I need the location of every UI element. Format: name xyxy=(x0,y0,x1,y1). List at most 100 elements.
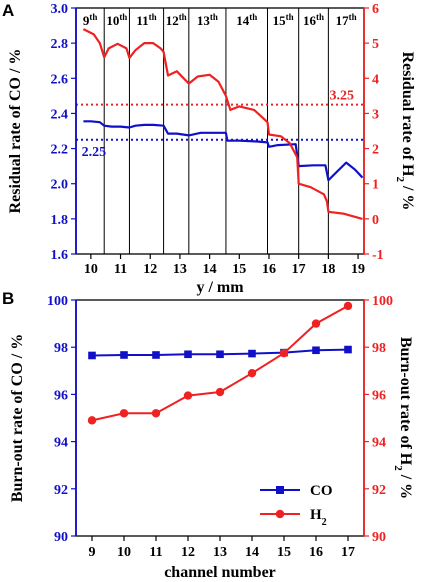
series-h2-point xyxy=(183,391,193,400)
panel-label-b: B xyxy=(2,289,14,308)
y-axis-left-label-b: Burn-out rate of CO / % xyxy=(9,334,26,502)
series-h2-point xyxy=(247,368,257,378)
x-tick-label-b: 16 xyxy=(309,545,323,560)
series-group-b xyxy=(87,301,353,425)
x-tick-label-b: 13 xyxy=(213,545,227,560)
x-tick-label-b: 14 xyxy=(245,545,259,560)
x-tick-label-a: 14 xyxy=(203,262,217,277)
region-superscript: th xyxy=(349,12,357,22)
x-tick-label-b: 9 xyxy=(89,545,96,560)
region-label-10: 10th xyxy=(106,12,127,28)
region-number: 13 xyxy=(197,13,211,28)
series-h2-line xyxy=(91,305,349,422)
axis-ticks-a: 10 11 12 13 14 15 16 17 18 191.61.82.02.22.42.62.… xyxy=(51,2,384,277)
y-right-tick-label-a: 0 xyxy=(372,213,379,228)
plot-frame-b xyxy=(75,299,365,537)
y-right-tick-label-a: 3 xyxy=(372,107,379,122)
y-right-tick-label-a: 2 xyxy=(372,143,379,158)
y-right-tick-label-b: 100 xyxy=(372,294,393,309)
region-number: 10 xyxy=(106,13,119,28)
x-tick-label-a: 17 xyxy=(292,262,306,277)
region-number: 12 xyxy=(166,13,179,28)
series-h2-point xyxy=(151,409,161,418)
region-label-15: 15th xyxy=(273,12,294,28)
region-superscript: th xyxy=(316,12,324,22)
series-co-point xyxy=(248,349,256,358)
y-left-tick-label-b: 90 xyxy=(54,530,68,545)
x-tick-label-b: 15 xyxy=(277,545,291,560)
x-tick-label-b: 11 xyxy=(149,545,162,560)
reference-lines: 3.25 2.25 xyxy=(76,89,364,160)
y-left-tick-label-a: 2.0 xyxy=(51,178,69,193)
region-superscript: th xyxy=(286,12,294,22)
x-tick-label-b: 12 xyxy=(181,545,195,560)
region-label-12: 12th xyxy=(166,12,187,28)
y-left-tick-label-a: 2.2 xyxy=(51,143,69,158)
y-left-tick-label-b: 98 xyxy=(54,341,68,356)
y-left-tick-label-a: 3.0 xyxy=(51,2,69,17)
y-right-tick-label-a: 1 xyxy=(372,178,379,193)
legend-co-label: CO xyxy=(310,483,333,499)
region-label-14: 14th xyxy=(236,12,257,28)
y-right-tick-label-a: 6 xyxy=(372,2,379,17)
x-tick-label-a: 19 xyxy=(351,262,365,277)
reference-label-co: 2.25 xyxy=(82,145,107,160)
x-tick-label-a: 16 xyxy=(262,262,276,277)
y-left-tick-label-a: 1.8 xyxy=(51,213,69,228)
x-tick-label-b: 17 xyxy=(341,545,355,560)
region-number: 16 xyxy=(303,13,317,28)
y-axis-right-label-b: Burn-out rate of H2 / % xyxy=(392,337,414,499)
x-axis-label-a: y / mm xyxy=(196,279,244,296)
series-h2-point xyxy=(119,409,129,418)
region-number: 14 xyxy=(236,13,250,28)
legend-co-marker xyxy=(276,486,284,494)
x-tick-label-a: 11 xyxy=(114,262,127,277)
series-co-point xyxy=(88,351,96,360)
series-h2-point xyxy=(311,319,321,328)
y-left-tick-label-b: 94 xyxy=(54,436,68,451)
series-co-point xyxy=(312,346,320,355)
y-right-tick-label-a: 5 xyxy=(372,37,379,52)
legend-h2-label: H2 xyxy=(310,507,327,528)
y-axis-left-label-a: Residual rate of CO / % xyxy=(7,49,24,214)
region-superscript: th xyxy=(179,12,187,22)
legend-h2-marker xyxy=(275,509,285,519)
region-number: 15 xyxy=(273,13,287,28)
y-left-tick-label-b: 92 xyxy=(54,483,68,498)
series-h2-line xyxy=(82,28,363,220)
region-label-9: 9th xyxy=(83,12,98,28)
x-tick-label-a: 18 xyxy=(321,262,335,277)
series-co-point xyxy=(344,345,352,354)
y-right-tick-label-b: 98 xyxy=(372,341,386,356)
region-label-16: 16th xyxy=(303,12,324,28)
y-right-tick-label-a: -1 xyxy=(372,248,384,263)
panel-label-a: A xyxy=(2,1,14,20)
y-right-tick-label-a: 4 xyxy=(372,72,379,87)
series-co-point xyxy=(152,351,160,359)
y-right-tick-label-b: 92 xyxy=(372,483,386,498)
panel-a: A 9th 10th 11th 12th 13th 14th 15th 16th 17th 3.… xyxy=(2,1,416,296)
reference-label-h2: 3.25 xyxy=(329,89,354,104)
y-left-tick-label-a: 2.8 xyxy=(51,37,69,52)
x-tick-label-a: 12 xyxy=(143,262,157,277)
y-right-tick-label-b: 96 xyxy=(372,388,386,403)
region-label-17: 17th xyxy=(336,12,357,28)
region-superscript: th xyxy=(149,12,157,22)
y-left-tick-label-a: 2.6 xyxy=(51,72,69,87)
y-left-tick-label-a: 1.6 xyxy=(51,248,69,263)
region-superscript: th xyxy=(89,12,97,22)
x-tick-label-a: 15 xyxy=(232,262,246,277)
region-labels: 9th 10th 11th 12th 13th 14th 15th 16th 17th xyxy=(83,12,357,28)
region-number: 17 xyxy=(336,13,350,28)
region-label-13: 13th xyxy=(197,12,218,28)
axis-ticks-b: 9 10 11 12 13 14 15 16 17 90 92 94 96 98 100 90 92 94 96 98… xyxy=(47,294,393,560)
y-left-tick-label-b: 100 xyxy=(47,294,68,309)
panel-b: B 9 10 11 12 13 14 15 16 17 90 92 94 96 98 100 90 92 94 96… xyxy=(2,289,414,581)
x-tick-label-b: 10 xyxy=(117,545,131,560)
series-h2-point xyxy=(215,387,225,397)
region-label-11: 11th xyxy=(136,12,156,28)
region-number: 9 xyxy=(83,13,90,28)
y-axis-right-label-a: Residual rate of H2 / % xyxy=(394,52,416,211)
x-tick-label-a: 13 xyxy=(173,262,187,277)
